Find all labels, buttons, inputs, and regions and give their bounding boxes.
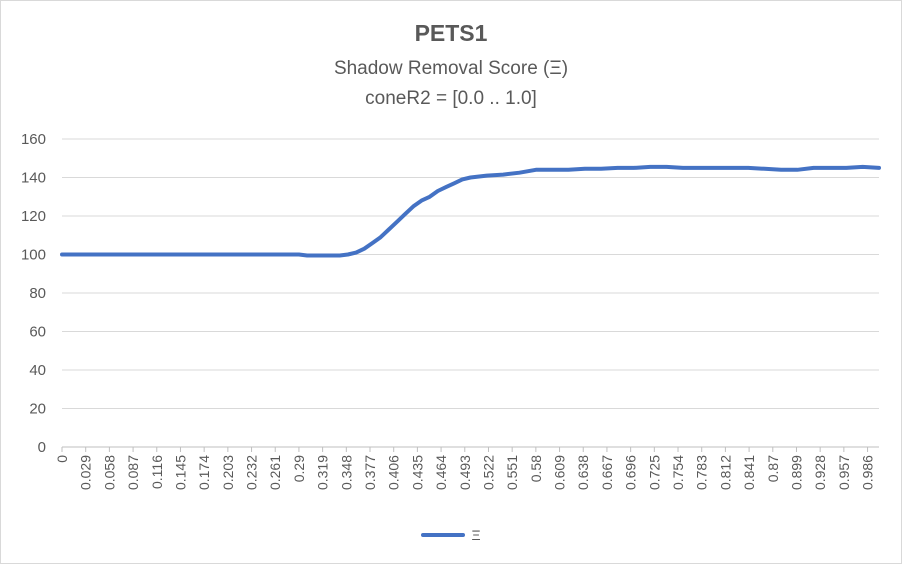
legend-label: Ξ bbox=[471, 527, 481, 543]
x-tick-label: 0.696 bbox=[623, 455, 639, 490]
x-tick-label: 0.203 bbox=[220, 455, 236, 490]
x-tick-label: 0.754 bbox=[670, 455, 686, 490]
x-tick-label: 0.348 bbox=[338, 455, 354, 490]
x-tick-label: 0.406 bbox=[386, 455, 402, 490]
x-tick-label: 0.261 bbox=[267, 455, 283, 490]
y-tick-label: 160 bbox=[21, 131, 46, 148]
x-tick-label: 0.319 bbox=[315, 455, 331, 490]
x-tick-label: 0.725 bbox=[646, 455, 662, 490]
x-tick-label: 0.087 bbox=[125, 455, 141, 490]
x-tick-label: 0.174 bbox=[196, 455, 212, 490]
chart-title: PETS1 bbox=[414, 20, 488, 46]
y-tick-label: 100 bbox=[21, 247, 46, 264]
y-tick-label: 120 bbox=[21, 208, 46, 225]
x-tick-label: 0 bbox=[54, 455, 70, 463]
chart-subtitle: Shadow Removal Score (Ξ) bbox=[333, 58, 569, 79]
x-tick-label: 0.493 bbox=[457, 455, 473, 490]
x-tick-label: 0.551 bbox=[504, 455, 520, 490]
x-tick-label: 0.232 bbox=[244, 455, 260, 490]
y-tick-label: 60 bbox=[29, 324, 46, 341]
x-tick-label: 0.116 bbox=[149, 455, 165, 489]
x-tick-label: 0.638 bbox=[575, 455, 591, 490]
series-line bbox=[60, 164, 881, 258]
legend: Ξ bbox=[0, 524, 902, 543]
x-tick-label: 0.464 bbox=[433, 455, 449, 490]
x-tick-label: 0.667 bbox=[599, 455, 615, 490]
y-tick-label: 0 bbox=[38, 439, 46, 456]
x-tick-label: 0.145 bbox=[172, 455, 188, 490]
x-tick-label: 0.522 bbox=[480, 455, 496, 490]
x-tick-label: 0.058 bbox=[101, 455, 117, 490]
x-tick-label: 0.957 bbox=[836, 455, 852, 490]
x-tick-label: 0.841 bbox=[741, 455, 757, 490]
x-tick-label: 0.783 bbox=[694, 455, 710, 490]
x-tick-label: 0.435 bbox=[409, 455, 425, 490]
x-tick-label: 0.899 bbox=[788, 455, 804, 490]
x-tick-label: 0.029 bbox=[78, 455, 94, 490]
x-tick-label: 0.58 bbox=[528, 455, 544, 482]
x-tick-label: 0.928 bbox=[812, 455, 828, 490]
y-tick-label: 40 bbox=[29, 362, 46, 379]
y-tick-label: 80 bbox=[29, 285, 46, 302]
x-tick-label: 0.812 bbox=[717, 455, 733, 490]
y-tick-label: 140 bbox=[21, 170, 46, 187]
x-tick-label: 0.377 bbox=[362, 455, 378, 490]
y-tick-label: 20 bbox=[29, 401, 46, 418]
x-tick-label: 0.87 bbox=[765, 455, 781, 482]
x-tick-label: 0.29 bbox=[291, 455, 307, 482]
chart-subtitle-range: coneR2 = [0.0 .. 1.0] bbox=[365, 88, 537, 109]
x-tick-label: 0.609 bbox=[552, 455, 568, 490]
x-tick-label: 0.986 bbox=[860, 455, 876, 490]
legend-swatch bbox=[421, 533, 466, 537]
